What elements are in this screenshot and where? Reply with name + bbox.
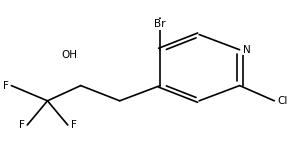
Text: OH: OH: [62, 50, 78, 60]
Text: F: F: [3, 81, 8, 91]
Text: N: N: [243, 45, 250, 55]
Text: Br: Br: [154, 19, 166, 29]
Text: F: F: [71, 120, 76, 130]
Text: F: F: [18, 120, 24, 130]
Text: Cl: Cl: [277, 96, 287, 106]
